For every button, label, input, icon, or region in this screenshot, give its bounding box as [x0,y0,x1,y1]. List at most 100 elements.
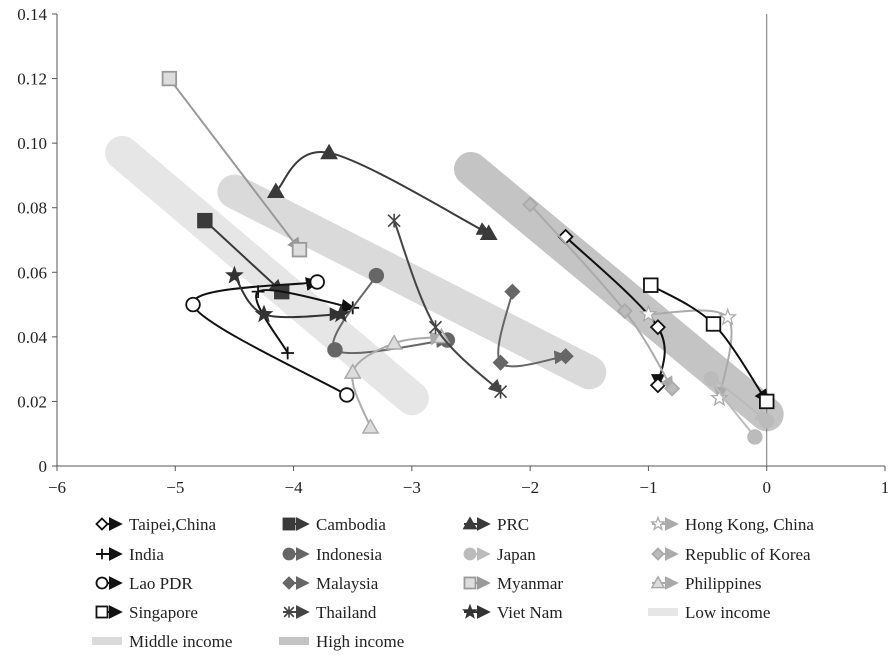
x-tick-label: −3 [403,478,421,497]
legend-item-hong-kong-china: Hong Kong, China [650,515,814,534]
x-tick-label: −6 [48,478,66,497]
series-line-prc [275,151,492,235]
legend-item-thailand: Thailand [283,603,377,622]
data-point [703,371,719,387]
legend-marker [95,605,109,619]
legend-item-republic-of-korea: Republic of Korea [651,545,811,564]
data-point [185,296,201,313]
legend-item-middle-income: Middle income [92,632,232,651]
data-point [639,304,658,323]
y-tick-label: 0.08 [17,199,47,218]
series-japan [703,371,775,445]
band-middle-income [217,174,607,390]
legend-item-indonesia: Indonesia [282,545,383,564]
series-lao-pdr [185,274,355,403]
legend-item-india: India [96,545,164,564]
data-point [327,342,343,358]
legend-marker [462,516,478,530]
axes: 0 0.02 0.04 0.06 0.08 0.10 0.12 0.14 −6 −5 −4 −3 −2 −… [17,5,888,497]
data-point [504,283,521,300]
legend-marker [651,547,665,561]
legend-label: Viet Nam [497,603,563,622]
legend-item-singapore: Singapore [95,603,198,622]
x-tick-label: −2 [521,478,539,497]
y-tick-label: 0.06 [17,263,47,282]
legend-marker [95,576,109,590]
data-point [254,304,274,323]
legend-label: India [129,545,164,564]
legend-label: PRC [497,515,529,534]
data-point [759,393,775,410]
data-point [361,418,380,434]
data-point [759,413,775,429]
data-point [197,212,213,229]
band-high-income [454,151,784,432]
data-point [368,267,385,284]
legend-item-cambodia: Cambodia [282,515,386,534]
series-malaysia [492,283,574,371]
data-point [225,265,244,284]
series-prc [266,143,498,240]
data-point [309,274,325,290]
income-bands [105,135,784,432]
legend-label: Lao PDR [129,574,193,593]
data-point [428,320,443,335]
data-point [479,224,498,240]
legend-label: Thailand [316,603,377,622]
data-point [747,429,763,445]
legend-marker [282,517,296,531]
legend-item-viet-nam: Viet Nam [462,603,563,622]
data-point [161,70,178,87]
series-line-philippines [351,331,445,428]
data-point [649,377,666,394]
y-tick-label: 0 [39,457,48,476]
legend-label: Philippines [685,574,762,593]
legend-item-taipei-china: Taipei,China [95,515,217,534]
data-point [649,319,666,336]
legend-label: Hong Kong, China [685,515,814,534]
legend-item-myanmar: Myanmar [463,574,563,593]
y-tick-label: 0.12 [17,70,47,89]
legend-label: Myanmar [497,574,563,593]
data-point [387,213,401,228]
data-point [718,307,738,326]
x-tick-label: 0 [762,478,771,497]
legend-label: Japan [497,545,536,564]
legend-item-high-income: High income [279,632,404,651]
legend-item-philippines: Philippines [650,574,762,593]
data-point [705,316,722,332]
legend-item-prc: PRC [462,515,529,534]
data-point [281,346,295,360]
legend: Taipei,China Cambodia PRC Hong Kong, China I… [92,515,814,651]
legend-item-lao-pdr: Lao PDR [95,574,193,593]
legend-label: Republic of Korea [685,545,811,564]
legend-label: Middle income [129,632,232,651]
legend-label: Low income [685,603,770,622]
x-tick-label: −4 [285,478,304,497]
legend-label: Indonesia [316,545,383,564]
legend-label: Singapore [129,603,198,622]
data-point [664,380,681,397]
data-point [291,241,308,258]
legend-marker [95,517,109,531]
data-point [492,354,509,371]
y-tick-label: 0.02 [17,392,47,411]
legend-marker [650,575,666,589]
series-republic-of-korea [522,196,681,397]
band-low-income [105,135,429,416]
legend-marker [650,515,666,531]
data-point [710,388,729,407]
legend-label: Taipei,China [129,515,217,534]
x-tick-label: −5 [166,478,184,497]
legend-marker [96,548,108,560]
legend-marker [463,576,477,590]
x-tick-label: −1 [639,478,657,497]
x-tick-label: 1 [881,478,888,497]
data-point [339,387,355,403]
series-lines [161,70,775,445]
data-point [343,363,362,379]
legend-marker [283,606,295,618]
data-point [331,304,351,323]
